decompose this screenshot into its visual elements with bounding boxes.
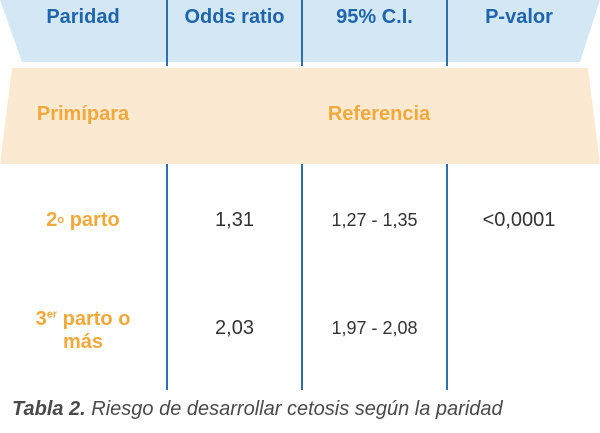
ci-cell: 1,97 - 2,08 <box>331 317 418 338</box>
reference-row-label: Primípara <box>36 102 130 125</box>
row-label-line1: 3er parto o <box>36 308 131 331</box>
row-label-text: parto <box>64 208 120 231</box>
column-divider <box>446 0 448 66</box>
row-label-number: 3 <box>35 308 47 330</box>
caption-label: Tabla 2. <box>12 398 86 420</box>
odds-ratio-cell: 2,03 <box>215 316 254 339</box>
header-p-value: P-valor <box>485 5 553 28</box>
ci-cell: 1,27 - 1,35 <box>331 209 418 230</box>
reference-band <box>0 68 600 164</box>
p-value-cell: <0,0001 <box>482 208 556 231</box>
odds-ratio-cell: 1,31 <box>215 208 254 231</box>
column-divider <box>166 164 168 390</box>
row-label-superscript: er <box>46 308 58 321</box>
header-odds-ratio: Odds ratio <box>184 5 285 28</box>
row-label-text: parto o <box>57 308 131 330</box>
column-divider <box>301 164 303 390</box>
row-label-line2: más <box>62 331 104 353</box>
p-value-cell <box>448 306 590 350</box>
column-divider <box>166 0 168 66</box>
header-band <box>0 0 600 62</box>
reference-row-value: Referencia <box>327 102 431 125</box>
header-ci: 95% C.I. <box>336 5 413 28</box>
row-label: 3er parto o más <box>0 296 166 366</box>
table-caption: Tabla 2. Riesgo de desarrollar cetosis s… <box>12 398 592 430</box>
caption-text: Riesgo de desarrollar cetosis según la p… <box>85 398 503 420</box>
column-divider <box>446 164 448 390</box>
row-label-number: 2 <box>46 208 58 231</box>
header-paridad: Paridad <box>46 5 120 28</box>
row-label-superscript: o <box>57 213 65 226</box>
column-divider <box>301 0 303 66</box>
